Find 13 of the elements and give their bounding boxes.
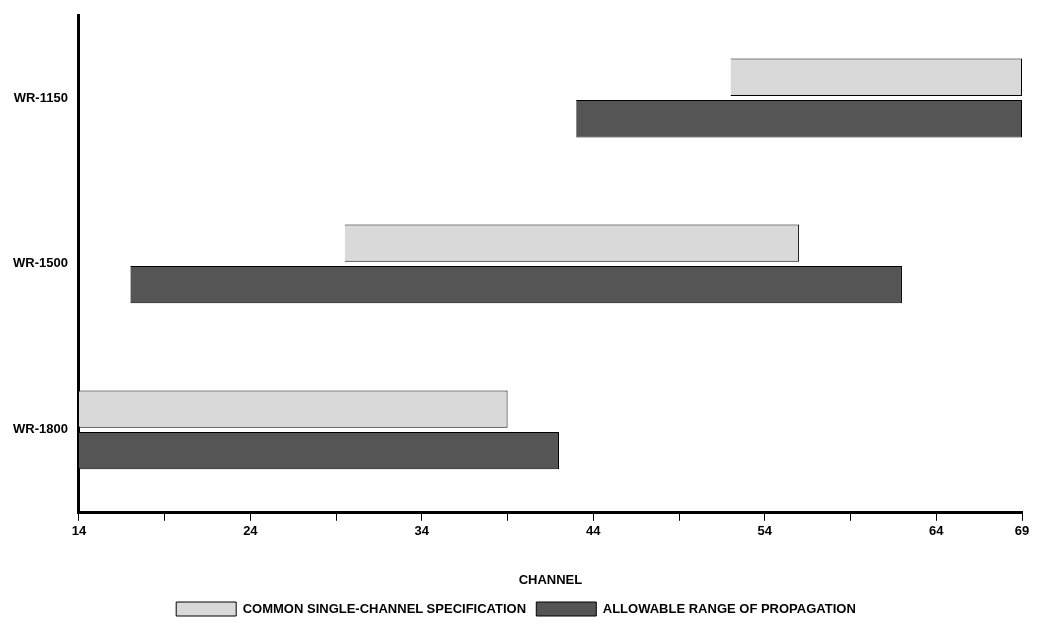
x-tick-label: 54 <box>757 523 773 539</box>
x-axis-title: CHANNEL <box>518 571 583 587</box>
x-tick-label: 24 <box>243 523 259 539</box>
x-tick-label: 14 <box>71 523 87 539</box>
x-tick-label: 64 <box>929 523 945 539</box>
y-tick-label: WR-1150 <box>13 89 68 105</box>
legend-label: COMMON SINGLE-CHANNEL SPECIFICATION <box>242 600 527 616</box>
x-tick-label: 34 <box>414 523 430 539</box>
x-tick-label: 44 <box>586 523 602 539</box>
legend-label: ALLOWABLE RANGE OF PROPAGATION <box>602 600 856 616</box>
y-tick-label: WR-1500 <box>12 255 68 271</box>
x-tick-label: 69 <box>1014 523 1030 539</box>
y-tick-label: WR-1800 <box>12 421 68 437</box>
